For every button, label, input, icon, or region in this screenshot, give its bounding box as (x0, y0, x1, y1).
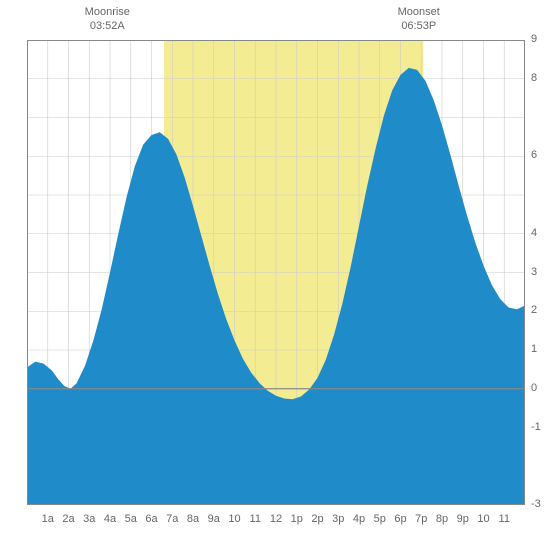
plot-area (27, 40, 525, 505)
x-tick-label: 4p (349, 513, 369, 525)
x-tick-label: 6a (142, 513, 162, 525)
x-tick-label: 9p (453, 513, 473, 525)
moonrise-title-label: Moonrise (72, 6, 142, 18)
y-tick-label: -3 (531, 498, 541, 510)
y-tick-label: -1 (531, 421, 541, 433)
x-tick-label: 5p (370, 513, 390, 525)
y-tick-label: 2 (531, 304, 537, 316)
y-tick-label: 1 (531, 343, 537, 355)
x-tick-label: 1p (287, 513, 307, 525)
x-tick-label: 7a (162, 513, 182, 525)
x-tick-label: 10 (225, 513, 245, 525)
x-tick-label: 2p (308, 513, 328, 525)
x-tick-label: 8p (432, 513, 452, 525)
y-tick-label: 3 (531, 266, 537, 278)
y-tick-label: 4 (531, 227, 537, 239)
x-tick-label: 10 (474, 513, 494, 525)
plot-svg (27, 40, 525, 505)
y-tick-label: 9 (531, 33, 537, 45)
moonset-title-label: Moonset (384, 6, 454, 18)
tide-chart: Moonrise 03:52A Moonset 06:53P -3-101234… (0, 0, 550, 550)
y-tick-label: 6 (531, 149, 537, 161)
x-tick-label: 11 (494, 513, 514, 525)
moonset-time-label: 06:53P (384, 20, 454, 32)
x-tick-label: 4a (100, 513, 120, 525)
x-tick-label: 3p (328, 513, 348, 525)
x-tick-label: 8a (183, 513, 203, 525)
x-tick-label: 9a (204, 513, 224, 525)
x-tick-label: 11 (245, 513, 265, 525)
moonrise-time-label: 03:52A (72, 20, 142, 32)
x-tick-label: 5a (121, 513, 141, 525)
x-tick-label: 2a (59, 513, 79, 525)
x-tick-label: 6p (391, 513, 411, 525)
x-tick-label: 7p (411, 513, 431, 525)
x-tick-label: 1a (38, 513, 58, 525)
y-tick-label: 0 (531, 382, 537, 394)
x-tick-label: 3a (79, 513, 99, 525)
y-tick-label: 8 (531, 72, 537, 84)
x-tick-label: 12 (266, 513, 286, 525)
